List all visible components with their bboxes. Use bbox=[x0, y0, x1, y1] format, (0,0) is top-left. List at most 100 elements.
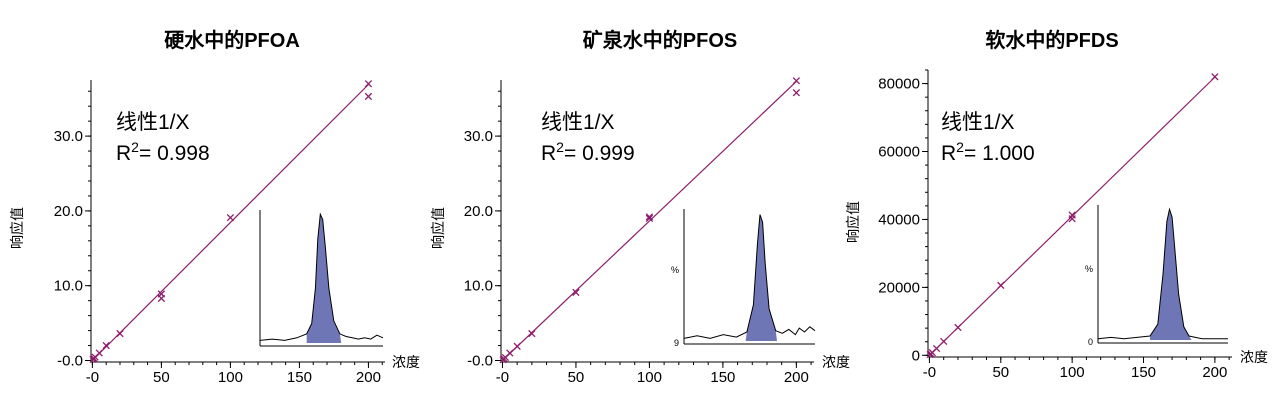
data-point bbox=[645, 213, 654, 221]
x-tick-label: 50 bbox=[153, 369, 170, 386]
x-tick-label: 100 bbox=[637, 369, 662, 386]
inset-chromatogram bbox=[259, 210, 384, 347]
data-point-stroke bbox=[997, 281, 1005, 289]
data-point-stroke bbox=[1068, 215, 1076, 223]
r2-value: = 1.000 bbox=[964, 142, 1035, 165]
y-tick-label: 30.0 bbox=[54, 128, 83, 145]
fit-line bbox=[929, 76, 1216, 356]
fit-line bbox=[502, 81, 797, 361]
data-point bbox=[1211, 73, 1219, 81]
x-axis-label: 浓度 bbox=[1240, 349, 1268, 365]
chromatogram-trace bbox=[1097, 207, 1228, 340]
data-point-stroke bbox=[364, 80, 373, 88]
data-point bbox=[95, 349, 103, 357]
data-point-stroke bbox=[645, 213, 654, 221]
data-point bbox=[226, 213, 235, 222]
y-tick-label: 20000 bbox=[878, 279, 920, 296]
data-point bbox=[513, 342, 521, 350]
data-point-stroke bbox=[528, 329, 536, 338]
x-axis-label: 浓度 bbox=[392, 354, 420, 370]
data-point bbox=[792, 89, 801, 97]
y-tick-label: 40000 bbox=[878, 211, 920, 228]
y-tick-label: 10.0 bbox=[54, 278, 83, 295]
data-point bbox=[364, 92, 373, 101]
data-point bbox=[1068, 215, 1076, 223]
y-tick-label: 0 bbox=[912, 347, 920, 364]
r2-value: = 0.999 bbox=[564, 142, 635, 165]
x-tick-label: -0 bbox=[86, 369, 99, 386]
y-tick-label: -0.0 bbox=[57, 353, 83, 370]
inset-percent-label: % bbox=[671, 265, 679, 275]
data-point bbox=[645, 214, 654, 223]
data-point-stroke bbox=[226, 213, 235, 222]
data-point bbox=[792, 77, 801, 85]
y-tick-label: 20.0 bbox=[54, 203, 83, 220]
r2-superscript: 2 bbox=[956, 139, 964, 155]
data-point bbox=[997, 281, 1005, 289]
fit-type-label: 线性1/X bbox=[941, 111, 1015, 134]
x-tick-label: 150 bbox=[287, 369, 312, 386]
data-point-stroke bbox=[954, 323, 962, 332]
x-tick-label: 50 bbox=[992, 364, 1009, 381]
chart-panel-3: 软水中的PFDS 0 20000 40000 60000 80000 -0 50 100 150 2… bbox=[845, 28, 1268, 381]
x-tick-label: 100 bbox=[218, 369, 243, 386]
y-axis-label: 响应值 bbox=[845, 201, 861, 243]
r2-symbol: R bbox=[116, 142, 131, 165]
x-tick-label: 50 bbox=[568, 369, 585, 386]
y-axis-label: 响应值 bbox=[9, 207, 25, 249]
data-point bbox=[954, 323, 962, 332]
r2-annotation: R2= 0.998 bbox=[116, 139, 210, 165]
inset-chromatogram: %9 bbox=[671, 209, 816, 348]
x-tick-label: 200 bbox=[784, 369, 809, 386]
data-point bbox=[116, 329, 124, 338]
data-point-stroke bbox=[572, 288, 580, 297]
r2-superscript: 2 bbox=[131, 139, 139, 155]
y-tick-label: 80000 bbox=[878, 76, 920, 93]
data-point bbox=[157, 294, 166, 303]
data-point bbox=[572, 288, 580, 297]
fit-type-label: 线性1/X bbox=[116, 111, 190, 134]
peak-area bbox=[306, 214, 342, 343]
fit-type-label: 线性1/X bbox=[541, 111, 615, 134]
r2-symbol: R bbox=[941, 142, 956, 165]
inset-percent-label: % bbox=[1085, 264, 1093, 274]
data-point-stroke bbox=[792, 77, 801, 85]
x-tick-label: 200 bbox=[356, 369, 381, 386]
data-point-stroke bbox=[1211, 73, 1219, 81]
fit-line bbox=[91, 84, 369, 361]
r2-symbol: R bbox=[541, 142, 556, 165]
peak-area bbox=[1150, 209, 1192, 340]
x-axis-label: 浓度 bbox=[822, 354, 850, 370]
data-point-stroke bbox=[792, 89, 801, 97]
x-tick-label: -0 bbox=[496, 369, 509, 386]
data-point-stroke bbox=[506, 349, 514, 357]
y-tick-label: 20.0 bbox=[464, 203, 493, 220]
data-point-stroke bbox=[932, 344, 941, 353]
data-point-stroke bbox=[157, 294, 166, 303]
x-tick-label: 100 bbox=[1060, 364, 1085, 381]
data-point-stroke bbox=[116, 329, 124, 338]
data-point bbox=[102, 341, 110, 350]
chromatogram-trace bbox=[259, 212, 384, 341]
data-point bbox=[528, 329, 536, 338]
inset-zero-label: 9 bbox=[674, 338, 679, 348]
x-tick-label: 150 bbox=[710, 369, 735, 386]
chromatogram-trace bbox=[683, 214, 816, 339]
data-point-stroke bbox=[513, 342, 521, 350]
y-tick-label: 10.0 bbox=[464, 278, 493, 295]
chart-title: 硬水中的PFOA bbox=[164, 28, 300, 52]
x-tick-label: 150 bbox=[1131, 364, 1156, 381]
chart-title: 矿泉水中的PFOS bbox=[583, 28, 737, 52]
chart-panel-2: 矿泉水中的PFOS -0.0 10.0 20.0 30.0 -0 50 100 150 200 响应… bbox=[430, 28, 850, 386]
data-point-stroke bbox=[940, 337, 948, 346]
r2-superscript: 2 bbox=[556, 139, 564, 155]
x-tick-label: 200 bbox=[1202, 364, 1227, 381]
data-point bbox=[940, 337, 948, 346]
inset-chromatogram: %0 bbox=[1085, 205, 1228, 347]
chart-title: 软水中的PFDS bbox=[985, 28, 1118, 52]
r2-annotation: R2= 1.000 bbox=[941, 139, 1035, 165]
y-tick-label: 60000 bbox=[878, 144, 920, 161]
y-tick-label: 30.0 bbox=[464, 128, 493, 145]
data-point bbox=[932, 344, 941, 353]
